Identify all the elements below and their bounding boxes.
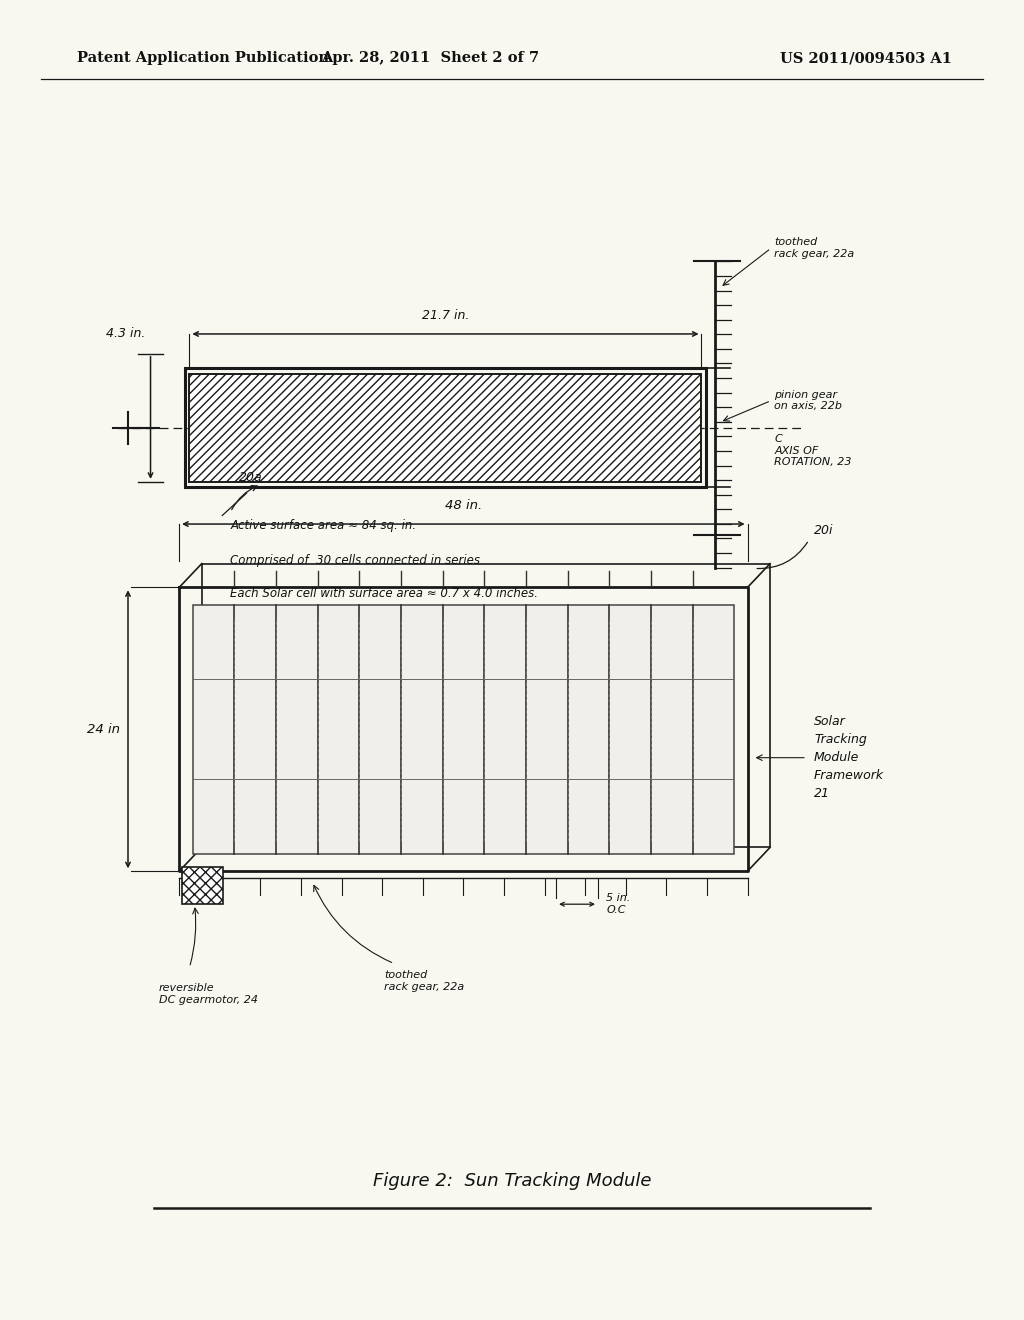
Bar <box>185 368 706 487</box>
Text: Figure 2:  Sun Tracking Module: Figure 2: Sun Tracking Module <box>373 1172 651 1191</box>
Text: US 2011/0094503 A1: US 2011/0094503 A1 <box>780 51 952 65</box>
Text: Apr. 28, 2011  Sheet 2 of 7: Apr. 28, 2011 Sheet 2 of 7 <box>321 51 540 65</box>
Bar <box>189 374 701 482</box>
Text: toothed
rack gear, 22a: toothed rack gear, 22a <box>384 970 464 991</box>
Bar <box>193 605 734 854</box>
Text: 21.7 in.: 21.7 in. <box>422 309 469 322</box>
Text: Solar
Tracking
Module
Framework
21: Solar Tracking Module Framework 21 <box>814 715 884 800</box>
Text: pinion gear
on axis, 22b: pinion gear on axis, 22b <box>774 389 842 412</box>
Text: Active surface area ≈ 84 sq. in.: Active surface area ≈ 84 sq. in. <box>230 519 417 532</box>
Bar <box>182 867 223 904</box>
Text: Each Solar cell with surface area ≈ 0.7 x 4.0 inches.: Each Solar cell with surface area ≈ 0.7 … <box>230 587 539 601</box>
Text: 20i: 20i <box>814 524 834 537</box>
Text: 24 in: 24 in <box>87 723 120 735</box>
Text: Patent Application Publication: Patent Application Publication <box>77 51 329 65</box>
Text: Comprised of  30 cells connected in series: Comprised of 30 cells connected in serie… <box>230 554 480 568</box>
Text: 20a: 20a <box>239 471 263 484</box>
Text: 48 in.: 48 in. <box>444 499 482 512</box>
Text: 5 in.
O.C: 5 in. O.C <box>606 894 631 915</box>
Text: toothed
rack gear, 22a: toothed rack gear, 22a <box>774 238 854 259</box>
Text: reversible
DC gearmotor, 24: reversible DC gearmotor, 24 <box>159 983 258 1005</box>
Text: C
AXIS OF
ROTATION, 23: C AXIS OF ROTATION, 23 <box>774 434 852 467</box>
Text: 4.3 in.: 4.3 in. <box>106 327 145 341</box>
